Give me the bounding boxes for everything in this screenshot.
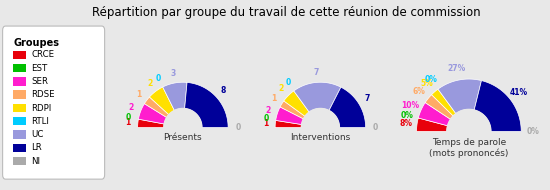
Polygon shape — [447, 109, 491, 131]
Polygon shape — [163, 82, 187, 110]
Text: 2: 2 — [279, 84, 284, 93]
Text: 8%: 8% — [399, 119, 412, 128]
Text: 8: 8 — [221, 86, 227, 95]
Text: Présents: Présents — [163, 133, 202, 142]
Polygon shape — [164, 108, 202, 127]
Text: 0: 0 — [373, 123, 378, 132]
Bar — [13, 144, 26, 152]
Text: 7: 7 — [365, 94, 370, 103]
Text: 2: 2 — [147, 79, 152, 88]
Text: Temps de parole
(mots prononcés): Temps de parole (mots prononcés) — [429, 138, 509, 158]
Text: 0%: 0% — [401, 111, 414, 120]
Polygon shape — [150, 87, 174, 115]
Text: 1: 1 — [271, 94, 276, 103]
Text: 10%: 10% — [402, 101, 420, 110]
Text: 5%: 5% — [421, 79, 433, 88]
Text: 0: 0 — [285, 78, 290, 87]
Text: 0%: 0% — [526, 127, 539, 136]
Text: NI: NI — [31, 157, 41, 166]
Text: Interventions: Interventions — [290, 133, 350, 142]
Text: RDPI: RDPI — [31, 104, 52, 113]
Polygon shape — [432, 89, 456, 116]
FancyBboxPatch shape — [3, 26, 104, 179]
Text: 27%: 27% — [447, 64, 466, 73]
Text: 0: 0 — [126, 113, 131, 122]
Polygon shape — [280, 101, 305, 119]
Polygon shape — [419, 103, 450, 126]
Polygon shape — [284, 91, 309, 116]
Bar — [13, 51, 26, 59]
Polygon shape — [138, 119, 164, 127]
Text: 1: 1 — [125, 118, 130, 127]
Bar — [13, 130, 26, 139]
Bar — [13, 90, 26, 99]
Polygon shape — [416, 118, 448, 131]
Bar — [13, 64, 26, 72]
Text: 0: 0 — [263, 114, 268, 123]
Polygon shape — [329, 87, 366, 127]
Polygon shape — [275, 120, 301, 127]
Bar — [13, 104, 26, 112]
Text: 7: 7 — [314, 68, 319, 77]
Polygon shape — [438, 79, 481, 114]
Text: 0%: 0% — [425, 75, 438, 84]
Polygon shape — [425, 95, 453, 119]
Text: UC: UC — [31, 130, 44, 139]
Polygon shape — [139, 104, 167, 124]
Text: 0: 0 — [156, 74, 161, 83]
Text: 3: 3 — [170, 69, 175, 78]
Text: LR: LR — [31, 143, 42, 152]
Bar — [13, 77, 26, 86]
Text: 1: 1 — [136, 90, 141, 99]
Bar — [13, 117, 26, 125]
Text: 41%: 41% — [510, 88, 528, 97]
Text: 2: 2 — [265, 106, 271, 115]
Polygon shape — [474, 81, 521, 131]
Polygon shape — [301, 108, 339, 127]
Text: CRCE: CRCE — [31, 51, 54, 59]
Text: 1: 1 — [263, 119, 268, 128]
Bar — [13, 157, 26, 165]
Text: RTLI: RTLI — [31, 117, 50, 126]
Polygon shape — [276, 107, 304, 124]
Polygon shape — [145, 97, 169, 117]
Text: SER: SER — [31, 77, 48, 86]
Text: Groupes: Groupes — [13, 38, 59, 48]
Text: EST: EST — [31, 64, 48, 73]
Text: 2: 2 — [129, 103, 134, 112]
Polygon shape — [185, 82, 228, 127]
Text: Répartition par groupe du travail de cette réunion de commission: Répartition par groupe du travail de cet… — [92, 6, 480, 19]
Polygon shape — [294, 82, 341, 112]
Text: RDSE: RDSE — [31, 90, 55, 99]
Text: 0: 0 — [235, 123, 241, 132]
Text: 6%: 6% — [413, 87, 426, 96]
